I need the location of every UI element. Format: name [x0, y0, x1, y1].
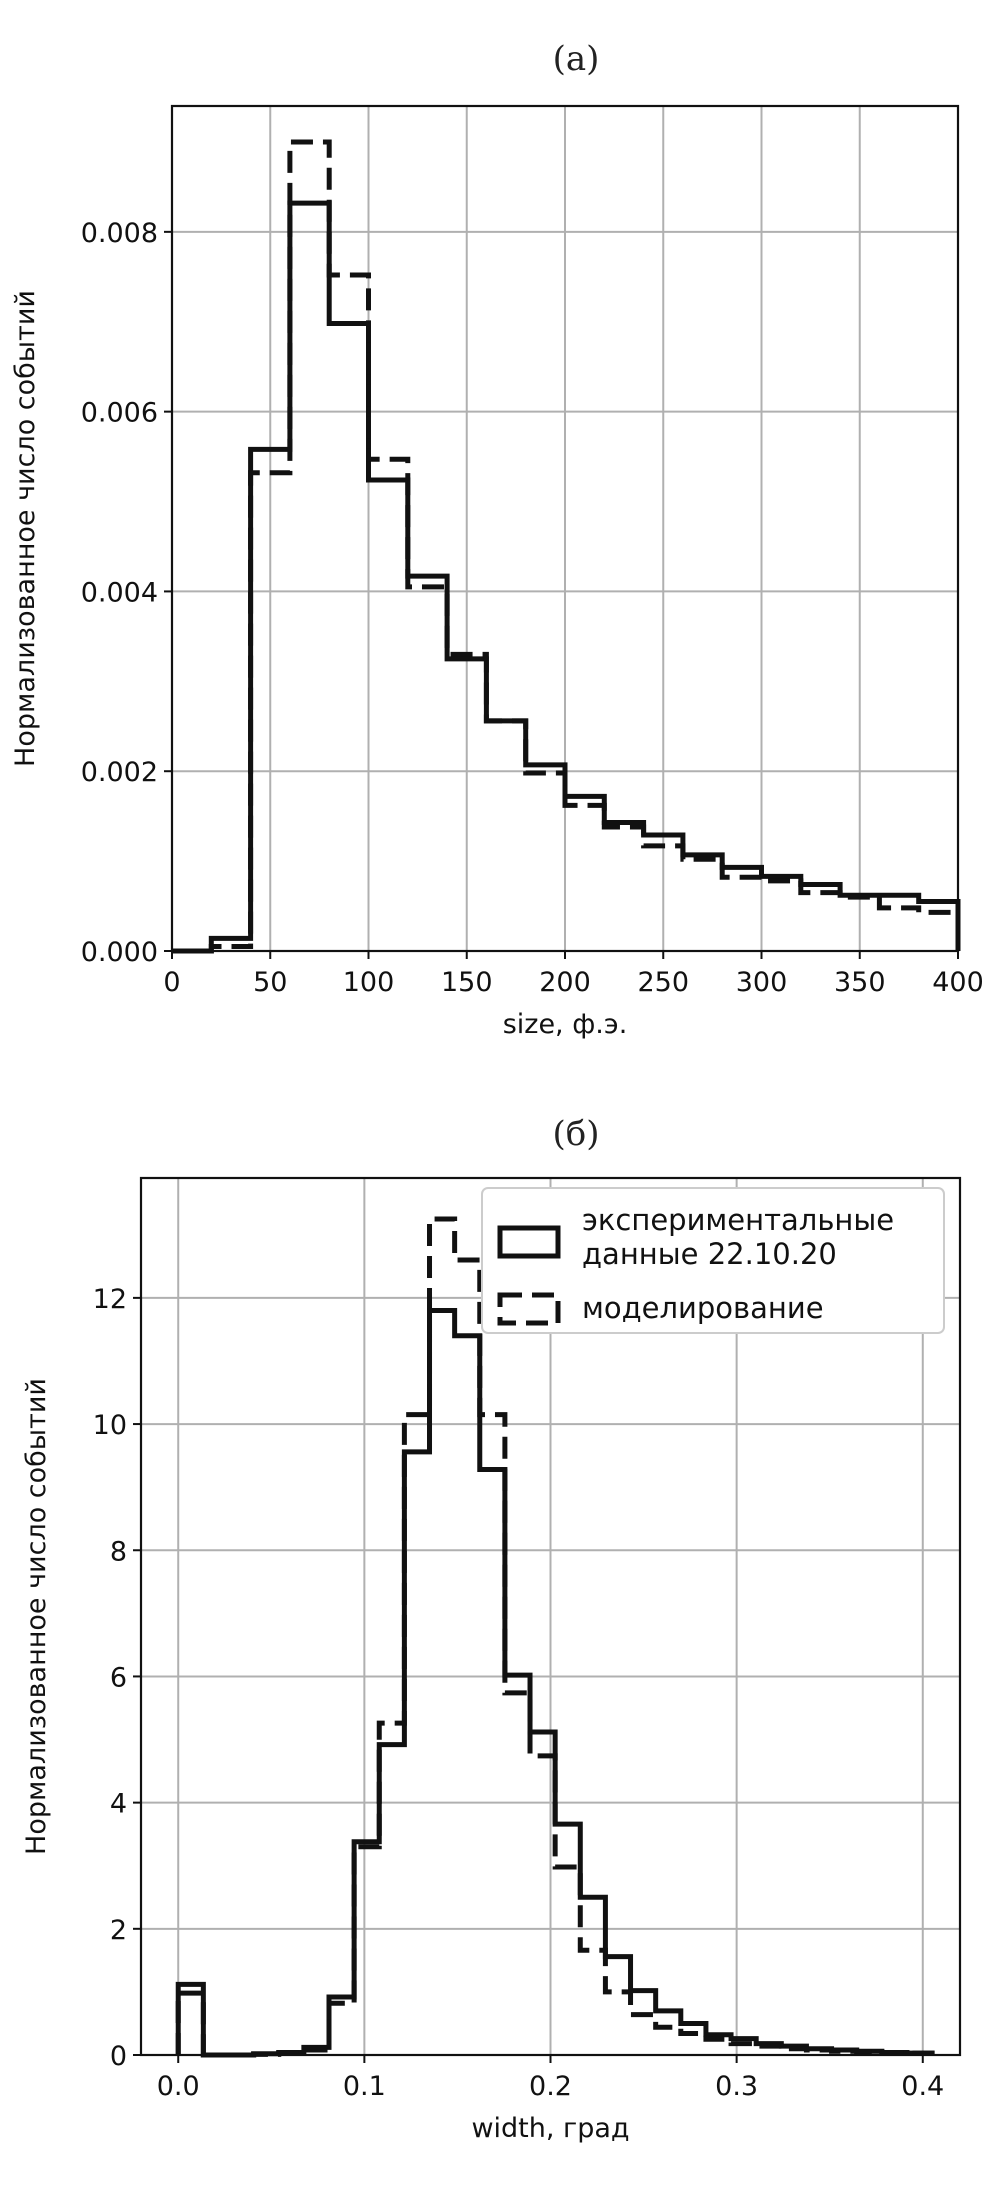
- legend-frame: [481, 1187, 945, 1334]
- simulation-histogram: [175, 1216, 935, 2058]
- legend-swatch-experiment: [497, 1225, 561, 1259]
- y-tick-label: 0.002: [81, 757, 158, 788]
- x-tick-label: 400: [932, 967, 984, 998]
- panel-a-x-axis-label: size, ф.э.: [503, 1009, 628, 1040]
- y-tick-label: 12: [93, 1284, 127, 1315]
- x-tick-label: 100: [343, 967, 395, 998]
- x-tick-label: 50: [253, 967, 287, 998]
- x-tick-label: 0.1: [343, 2071, 386, 2102]
- y-tick-label: 0.006: [81, 398, 158, 429]
- panel-b-label: (б): [553, 1114, 600, 1154]
- x-tick-label: 150: [441, 967, 493, 998]
- y-tick-label: 0.008: [81, 218, 158, 249]
- x-tick-label: 0.0: [157, 2071, 200, 2102]
- x-tick-label: 0.2: [529, 2071, 572, 2102]
- panel-a: (а) 0 50 100 150 200 250 300 350 400 0.000 0.002 0.…: [10, 39, 984, 1040]
- panel-a-y-axis-label: Нормализованное число событий: [10, 290, 41, 767]
- panel-b: (б) 0.0 0.1 0.2 0.3 0.4 0 2 4 6 8 10 12 width, град…: [21, 1114, 962, 2144]
- x-tick-label: 350: [834, 967, 886, 998]
- x-tick-label: 200: [539, 967, 591, 998]
- y-tick-label: 2: [110, 1915, 127, 1946]
- y-tick-label: 0: [110, 2041, 127, 2072]
- panel-b-y-axis-label: Нормализованное число событий: [21, 1378, 52, 1855]
- x-tick-label: 0: [163, 967, 180, 998]
- legend-swatch-simulation: [497, 1292, 561, 1326]
- y-tick-label: 0.004: [81, 577, 158, 608]
- panel-b-x-axis-label: width, град: [471, 2113, 629, 2144]
- panel-b-ticks: 0.0 0.1 0.2 0.3 0.4 0 2 4 6 8 10 12: [93, 1284, 945, 2102]
- panel-b-legend: экспериментальные данные 22.10.20 модели…: [481, 1187, 945, 1334]
- legend-label-simulation: моделирование: [582, 1291, 824, 1325]
- panel-a-ticks: 0 50 100 150 200 250 300 350 400 0.000 0.002 0.004 0…: [81, 218, 984, 998]
- y-tick-label: 10: [93, 1410, 127, 1441]
- simulation-histogram: [172, 139, 961, 954]
- y-tick-label: 0.000: [81, 937, 158, 968]
- y-tick-label: 8: [110, 1536, 127, 1567]
- panel-a-grid: [171, 106, 959, 952]
- x-tick-label: 0.3: [715, 2071, 758, 2102]
- legend-label-experiment-line2: данные 22.10.20: [582, 1237, 837, 1271]
- x-tick-label: 250: [637, 967, 689, 998]
- x-tick-label: 300: [736, 967, 788, 998]
- panel-a-label: (а): [553, 39, 600, 79]
- y-tick-label: 4: [110, 1789, 127, 1820]
- legend-label-experiment-line1: экспериментальные: [582, 1203, 894, 1237]
- x-tick-label: 0.4: [901, 2071, 944, 2102]
- experiment-histogram: [175, 1308, 935, 2058]
- y-tick-label: 6: [110, 1662, 127, 1693]
- panel-b-series: [175, 1216, 935, 2058]
- panel-a-series: [172, 139, 961, 954]
